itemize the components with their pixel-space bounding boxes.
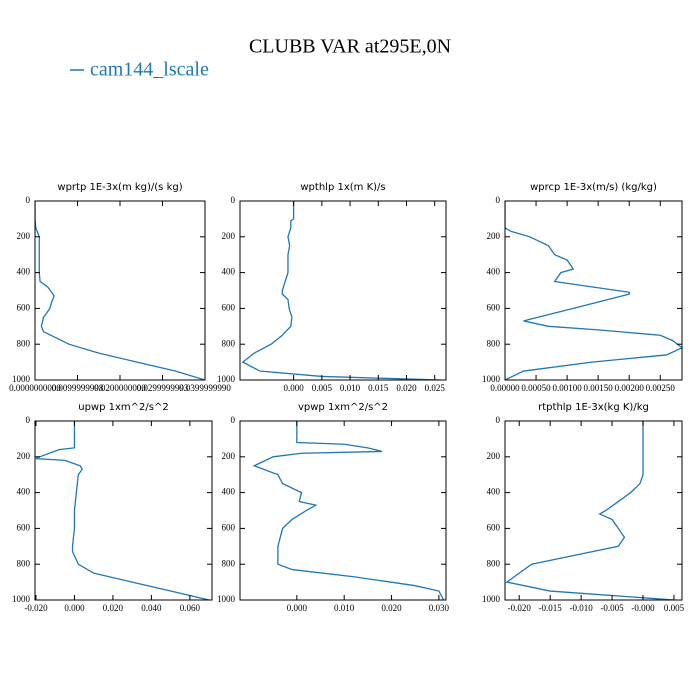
x-tick-label: 0.000 [64, 603, 85, 613]
profile-line [505, 421, 674, 600]
x-tick-label: 0.0299999993 [137, 383, 189, 393]
y-tick-label: 600 [487, 522, 501, 532]
x-tick-label: 0.030 [429, 603, 450, 613]
y-tick-label: 400 [222, 267, 236, 277]
x-tick-label: 0.00000 [490, 383, 520, 393]
y-tick-label: 1000 [12, 594, 31, 604]
x-tick-label: 0.010 [334, 603, 355, 613]
x-tick-label: 0.00200 [615, 383, 645, 393]
y-tick-label: 200 [487, 451, 501, 461]
plot-frame [504, 420, 683, 601]
panel-title: vpwp 1xm^2/s^2 [298, 402, 388, 413]
x-tick-label: -0.020 [508, 603, 532, 613]
panel-title: rtpthlp 1E-3x(kg K)/kg [538, 402, 649, 413]
y-tick-label: 0 [26, 195, 31, 205]
y-tick-label: 800 [487, 338, 501, 348]
x-tick-label: 0.00100 [552, 383, 582, 393]
legend-label: cam144_lscale [90, 59, 209, 81]
x-tick-label: -0.015 [539, 603, 563, 613]
profile-line [35, 421, 210, 600]
x-tick-label: 0.00150 [584, 383, 614, 393]
x-tick-label: 0.020 [396, 383, 417, 393]
y-tick-label: 800 [222, 558, 236, 568]
y-tick-label: 600 [222, 522, 236, 532]
x-tick-label: -0.005 [600, 603, 624, 613]
x-tick-label: -0.020 [24, 603, 48, 613]
x-tick-label: 0.010 [340, 383, 361, 393]
x-tick-label: 0.000 [283, 383, 304, 393]
y-tick-label: 1000 [12, 374, 31, 384]
y-tick-label: 0 [231, 415, 236, 425]
y-tick-label: 400 [222, 487, 236, 497]
y-tick-label: 600 [17, 522, 31, 532]
y-tick-label: 200 [487, 231, 501, 241]
y-tick-label: 600 [17, 302, 31, 312]
x-tick-label: 0.000 [287, 603, 308, 613]
y-tick-label: 0 [26, 415, 31, 425]
x-tick-label: 0.0099999998 [52, 383, 104, 393]
x-tick-label: 0.040 [141, 603, 162, 613]
y-tick-label: 200 [222, 451, 236, 461]
x-tick-label: 0.005 [664, 603, 685, 613]
y-tick-label: 200 [17, 231, 31, 241]
plot-frame [34, 420, 213, 601]
y-tick-label: 800 [222, 338, 236, 348]
y-tick-label: 400 [487, 267, 501, 277]
figure-title: CLUBB VAR at295E,0N [249, 36, 451, 58]
x-tick-label: 0.020 [103, 603, 124, 613]
y-tick-label: 600 [487, 302, 501, 312]
y-tick-label: 200 [222, 231, 236, 241]
x-tick-label: 0.0000000000 [9, 383, 61, 393]
y-tick-label: 1000 [482, 374, 501, 384]
x-tick-label: 0.0200000000 [94, 383, 146, 393]
y-tick-label: 600 [222, 302, 236, 312]
plot-frame [239, 420, 447, 601]
y-tick-label: 1000 [217, 594, 236, 604]
panel-title: upwp 1xm^2/s^2 [78, 402, 168, 413]
x-tick-label: -0.000 [631, 603, 655, 613]
y-tick-label: 400 [17, 267, 31, 277]
panel-title: wprtp 1E-3x(m kg)/(s kg) [57, 182, 182, 193]
profile-line [505, 201, 682, 380]
x-tick-label: 0.060 [180, 603, 201, 613]
x-tick-label: 0.005 [312, 383, 333, 393]
y-tick-label: 400 [17, 487, 31, 497]
x-tick-label: -0.010 [569, 603, 593, 613]
x-tick-label: 0.025 [425, 383, 446, 393]
y-tick-label: 0 [496, 415, 501, 425]
x-tick-label: 0.015 [368, 383, 389, 393]
x-tick-label: 0.00050 [521, 383, 551, 393]
y-tick-label: 1000 [217, 374, 236, 384]
y-tick-label: 800 [17, 338, 31, 348]
y-tick-label: 400 [487, 487, 501, 497]
y-tick-label: 1000 [482, 594, 501, 604]
profile-line [35, 201, 205, 380]
plot-frame [239, 200, 447, 381]
panel-title: wprcp 1E-3x(m/s) (kg/kg) [530, 182, 657, 193]
profile-line [252, 421, 445, 600]
y-tick-label: 800 [17, 558, 31, 568]
x-tick-label: 0.020 [381, 603, 402, 613]
y-tick-label: 0 [231, 195, 236, 205]
x-tick-label: 0.00250 [646, 383, 676, 393]
y-tick-label: 200 [17, 451, 31, 461]
x-tick-label: 0.0399999990 [179, 383, 231, 393]
panel-title: wpthlp 1x(m K)/s [300, 182, 385, 193]
profile-line [241, 201, 441, 380]
y-tick-label: 800 [487, 558, 501, 568]
plot-frame [34, 200, 206, 381]
plot-frame [504, 200, 683, 381]
y-tick-label: 0 [496, 195, 501, 205]
